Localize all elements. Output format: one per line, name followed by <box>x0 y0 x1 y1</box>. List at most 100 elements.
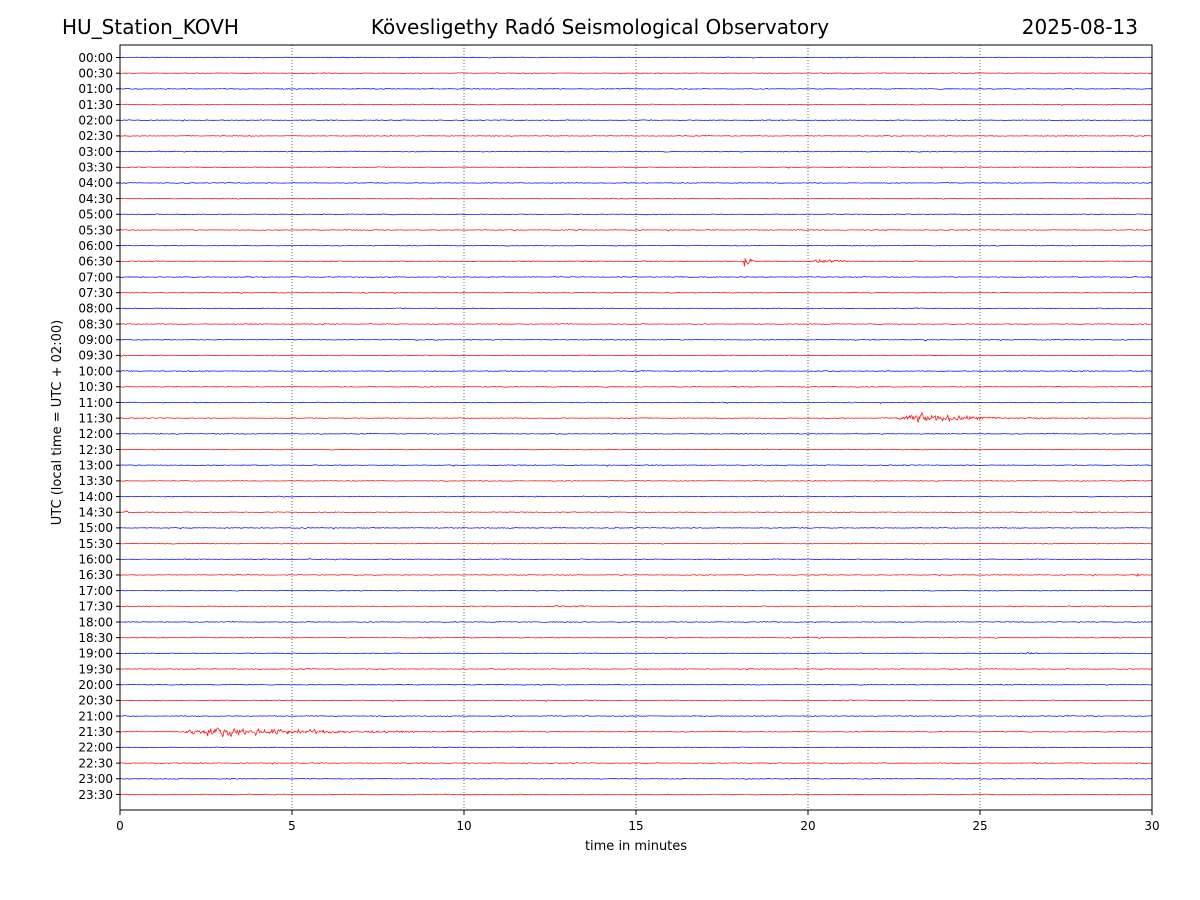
trace-1600 <box>119 558 1153 561</box>
y-tick-label: 00:00 <box>78 51 113 65</box>
chart-title: Kövesligethy Radó Seismological Observat… <box>370 15 830 39</box>
trace-0430 <box>119 197 1153 200</box>
y-tick-label: 16:30 <box>78 568 113 582</box>
y-tick-label: 12:30 <box>78 443 113 457</box>
trace-0300 <box>119 150 1153 153</box>
y-tick-label: 09:00 <box>78 333 113 347</box>
trace-1330 <box>119 479 1153 482</box>
trace-1730 <box>119 604 1153 608</box>
trace-0900 <box>119 338 1153 342</box>
trace-0930 <box>119 354 1153 358</box>
y-tick-label: 17:30 <box>78 600 113 614</box>
trace-0030 <box>119 71 1153 75</box>
y-tick-label: 23:00 <box>78 772 113 786</box>
station-name: HU_Station_KOVH <box>62 15 239 39</box>
x-tick-label: 5 <box>288 819 296 833</box>
trace-0200 <box>119 119 1153 122</box>
trace-1400 <box>119 495 1153 498</box>
trace-0830 <box>119 322 1153 326</box>
grid-lines <box>291 45 981 810</box>
y-tick-label: 22:00 <box>78 741 113 755</box>
trace-2100 <box>119 714 1153 717</box>
x-tick-label: 15 <box>628 819 643 833</box>
trace-1500 <box>119 526 1153 530</box>
y-tick-label: 02:30 <box>78 129 113 143</box>
trace-1100 <box>119 401 1153 405</box>
y-tick-label: 10:30 <box>78 380 113 394</box>
trace-0130 <box>119 103 1153 107</box>
y-tick-label: 02:00 <box>78 114 113 128</box>
trace-2130 <box>119 727 1153 738</box>
trace-1230 <box>119 448 1152 451</box>
y-tick-label: 04:30 <box>78 192 113 206</box>
trace-1030 <box>119 385 1153 388</box>
y-tick-label: 08:00 <box>78 302 113 316</box>
x-tick-label: 0 <box>116 819 124 833</box>
trace-0000 <box>119 56 1153 59</box>
y-tick-label: 07:30 <box>78 286 113 300</box>
trace-2230 <box>119 762 1153 765</box>
trace-2000 <box>119 683 1153 686</box>
trace-1930 <box>119 667 1153 671</box>
y-tick-label: 11:00 <box>78 396 113 410</box>
x-axis: 0 5 10 15 20 25 30 <box>116 810 1160 833</box>
trace-1130 <box>119 411 1153 424</box>
y-tick-label: 14:00 <box>78 490 113 504</box>
y-tick-label: 13:00 <box>78 458 113 472</box>
trace-0100 <box>119 87 1153 90</box>
y-tick-label: 19:00 <box>78 647 113 661</box>
y-tick-label: 14:30 <box>78 506 113 520</box>
trace-2030 <box>119 699 1153 703</box>
y-tick-label: 00:30 <box>78 66 113 80</box>
y-tick-label: 01:00 <box>78 82 113 96</box>
trace-1000 <box>119 369 1153 373</box>
trace-layer <box>119 56 1153 796</box>
y-tick-label: 03:30 <box>78 161 113 175</box>
trace-0630 <box>119 258 1153 267</box>
trace-2200 <box>119 746 1153 749</box>
y-axis-label: UTC (local time = UTC + 02:00) <box>50 320 65 525</box>
trace-1300 <box>119 464 1153 467</box>
y-tick-label: 04:00 <box>78 176 113 190</box>
y-tick-label: 11:30 <box>78 411 113 425</box>
x-tick-label: 25 <box>972 819 987 833</box>
y-tick-label: 23:30 <box>78 788 113 802</box>
y-tick-label: 21:00 <box>78 709 113 723</box>
trace-0800 <box>119 307 1153 310</box>
chart-date: 2025-08-13 <box>1021 15 1138 39</box>
trace-0730 <box>119 291 1153 295</box>
trace-2300 <box>119 777 1153 780</box>
trace-1900 <box>119 651 1153 655</box>
y-tick-label: 05:00 <box>78 208 113 222</box>
y-tick-label: 21:30 <box>78 725 113 739</box>
x-axis-label: time in minutes <box>585 839 687 854</box>
trace-0500 <box>119 213 1153 216</box>
trace-0530 <box>119 228 1153 232</box>
y-tick-label: 13:30 <box>78 474 113 488</box>
y-tick-label: 20:30 <box>78 694 113 708</box>
y-tick-label: 17:00 <box>78 584 113 598</box>
y-tick-label: 03:00 <box>78 145 113 159</box>
y-tick-label: 10:00 <box>78 364 113 378</box>
y-tick-label: 12:00 <box>78 427 113 441</box>
y-tick-label: 18:00 <box>78 615 113 629</box>
trace-1430 <box>119 510 1153 514</box>
trace-1530 <box>119 542 1153 545</box>
y-tick-label: 22:30 <box>78 756 113 770</box>
y-tick-label: 06:30 <box>78 255 113 269</box>
y-tick-label: 09:30 <box>78 349 113 363</box>
trace-1830 <box>119 636 1153 640</box>
trace-0330 <box>119 166 1153 169</box>
trace-0230 <box>119 134 1153 137</box>
x-tick-label: 10 <box>456 819 471 833</box>
trace-1700 <box>119 589 1153 592</box>
y-tick-label: 20:00 <box>78 678 113 692</box>
y-tick-label: 15:00 <box>78 521 113 535</box>
y-tick-label: 16:00 <box>78 553 113 567</box>
trace-1630 <box>119 572 1153 577</box>
trace-0400 <box>119 181 1153 184</box>
y-tick-label: 19:30 <box>78 662 113 676</box>
trace-2330 <box>119 793 1153 796</box>
trace-0700 <box>119 275 1153 279</box>
